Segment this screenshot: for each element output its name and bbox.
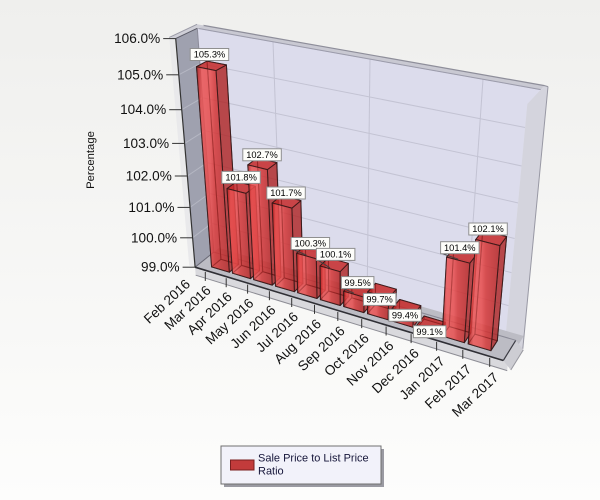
svg-text:106.0%: 106.0% [114, 31, 160, 46]
svg-text:105.3%: 105.3% [194, 50, 226, 60]
svg-text:101.0%: 101.0% [128, 200, 174, 215]
svg-text:101.7%: 101.7% [270, 188, 302, 198]
svg-text:100.3%: 100.3% [295, 239, 327, 249]
svg-text:102.7%: 102.7% [246, 150, 278, 160]
svg-text:100.1%: 100.1% [320, 250, 352, 260]
svg-text:99.4%: 99.4% [392, 311, 418, 321]
svg-text:Percentage: Percentage [85, 131, 97, 189]
svg-text:99.1%: 99.1% [416, 327, 442, 337]
svg-text:99.0%: 99.0% [141, 260, 180, 275]
svg-text:99.5%: 99.5% [344, 278, 370, 288]
svg-text:99.7%: 99.7% [366, 295, 392, 305]
svg-text:Ratio: Ratio [258, 466, 284, 478]
svg-text:100.0%: 100.0% [131, 230, 177, 245]
svg-text:104.0%: 104.0% [120, 102, 166, 117]
svg-text:101.8%: 101.8% [225, 173, 257, 183]
svg-text:102.0%: 102.0% [126, 169, 172, 184]
svg-text:101.4%: 101.4% [444, 243, 476, 253]
svg-text:102.1%: 102.1% [472, 224, 504, 234]
svg-text:103.0%: 103.0% [123, 136, 169, 151]
svg-text:105.0%: 105.0% [117, 67, 163, 82]
svg-text:Sale Price to List Price: Sale Price to List Price [258, 453, 369, 465]
